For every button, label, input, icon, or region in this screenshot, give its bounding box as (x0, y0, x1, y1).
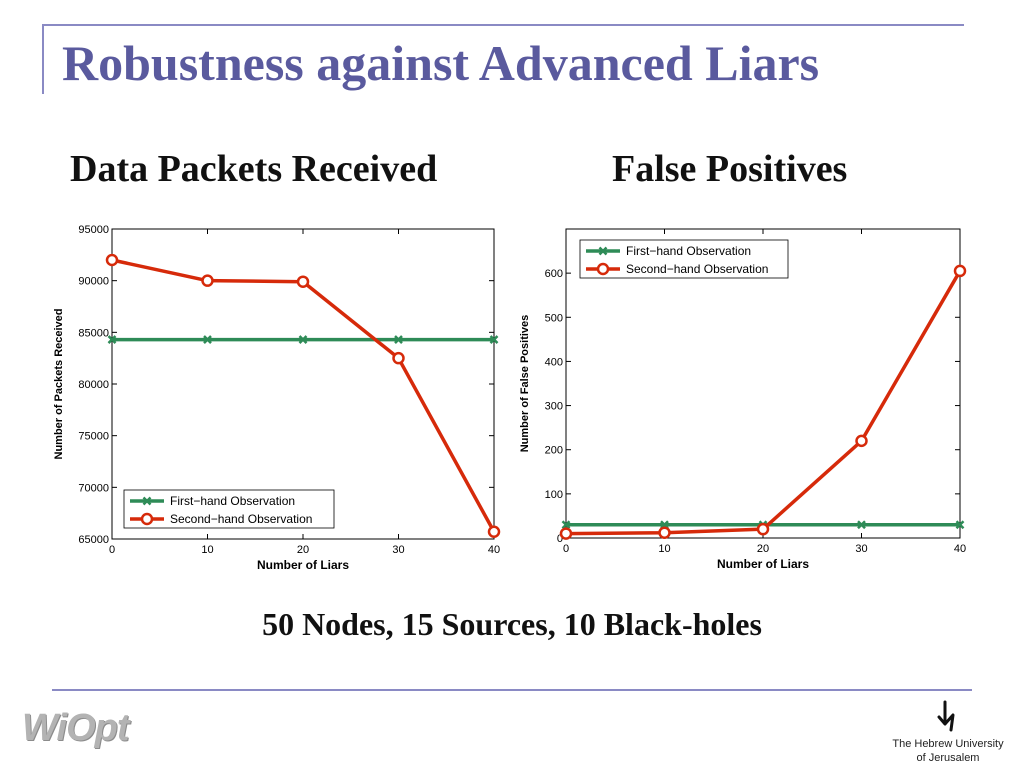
data-point-first-hand (857, 520, 866, 530)
legend-label: First−hand Observation (170, 494, 295, 508)
legend-marker-circle (140, 512, 154, 526)
y-axis-label: Number of Packets Received (53, 308, 65, 459)
slide-title: Robustness against Advanced Liars (62, 35, 820, 91)
hebrew-university-logo-text: The Hebrew University of Jerusalem (880, 737, 1016, 765)
data-point-second-hand (559, 527, 573, 540)
data-point-second-hand (756, 522, 770, 536)
x-tick-label: 20 (297, 544, 309, 556)
x-tick-label: 0 (109, 544, 115, 556)
x-tick-label: 30 (855, 543, 867, 555)
wiopt-logo: WiOpt (22, 707, 130, 749)
y-tick-label: 65000 (78, 534, 109, 546)
data-point-first-hand (394, 335, 403, 344)
data-point-second-hand (953, 264, 967, 278)
y-tick-label: 500 (545, 312, 563, 324)
x-tick-label: 40 (488, 544, 500, 556)
simulation-setup-caption: 50 Nodes, 15 Sources, 10 Black-holes (262, 606, 762, 642)
data-point-second-hand (658, 526, 671, 539)
legend-label: Second−hand Observation (626, 262, 768, 276)
data-point-first-hand (107, 335, 117, 344)
x-axis-label: Number of Liars (717, 557, 809, 571)
legend-label: First−hand Observation (626, 244, 751, 258)
data-point-first-hand (298, 335, 308, 344)
x-axis-label: Number of Liars (257, 558, 349, 572)
x-tick-label: 30 (392, 544, 404, 556)
y-tick-label: 70000 (78, 482, 109, 494)
x-tick-label: 20 (757, 543, 769, 555)
footer-rule (52, 689, 972, 691)
x-tick-label: 0 (563, 543, 569, 555)
y-tick-label: 100 (545, 489, 563, 501)
y-tick-label: 85000 (78, 327, 109, 339)
legend-box (123, 489, 335, 529)
y-tick-label: 200 (545, 445, 563, 457)
legend-marker-x (142, 496, 152, 506)
legend-marker-circle (596, 262, 610, 276)
y-axis-label: Number of False Positives (519, 315, 531, 453)
packets-chart-heading: Data Packets Received (70, 148, 438, 190)
data-point-second-hand (392, 351, 405, 365)
hebrew-university-emblem-icon (937, 700, 955, 732)
data-point-second-hand (855, 434, 868, 448)
y-tick-label: 300 (545, 401, 563, 413)
y-tick-label: 400 (545, 356, 563, 368)
y-tick-label: 95000 (78, 224, 109, 236)
false-positives-chart-heading: False Positives (612, 148, 848, 190)
data-point-second-hand (487, 525, 501, 539)
data-point-first-hand (489, 335, 499, 344)
y-tick-label: 90000 (78, 276, 109, 288)
title-top-rule (42, 24, 964, 26)
y-tick-label: 75000 (78, 431, 109, 443)
hebrew-university-line2: of Jerusalem (916, 752, 980, 764)
y-tick-label: 80000 (78, 379, 109, 391)
legend-label: Second−hand Observation (170, 512, 312, 526)
data-point-first-hand (203, 335, 212, 344)
x-tick-label: 40 (954, 543, 966, 555)
title-left-rule (42, 24, 44, 94)
data-point-second-hand (201, 274, 214, 287)
data-point-first-hand (955, 520, 965, 530)
packets-received-chart: 0 10 20 30 40 65000 70000 75000 80000 85000 90000 9… (53, 224, 501, 572)
data-point-second-hand (296, 275, 310, 288)
y-tick-label: 600 (545, 268, 563, 280)
legend-marker-x (598, 246, 608, 256)
x-tick-label: 10 (658, 543, 670, 555)
data-point-second-hand (105, 253, 119, 267)
hebrew-university-line1: The Hebrew University (892, 738, 1004, 750)
x-tick-label: 10 (201, 544, 213, 556)
legend-box (579, 239, 789, 279)
y-tick-label: 0 (557, 533, 563, 545)
data-point-first-hand (561, 520, 571, 530)
